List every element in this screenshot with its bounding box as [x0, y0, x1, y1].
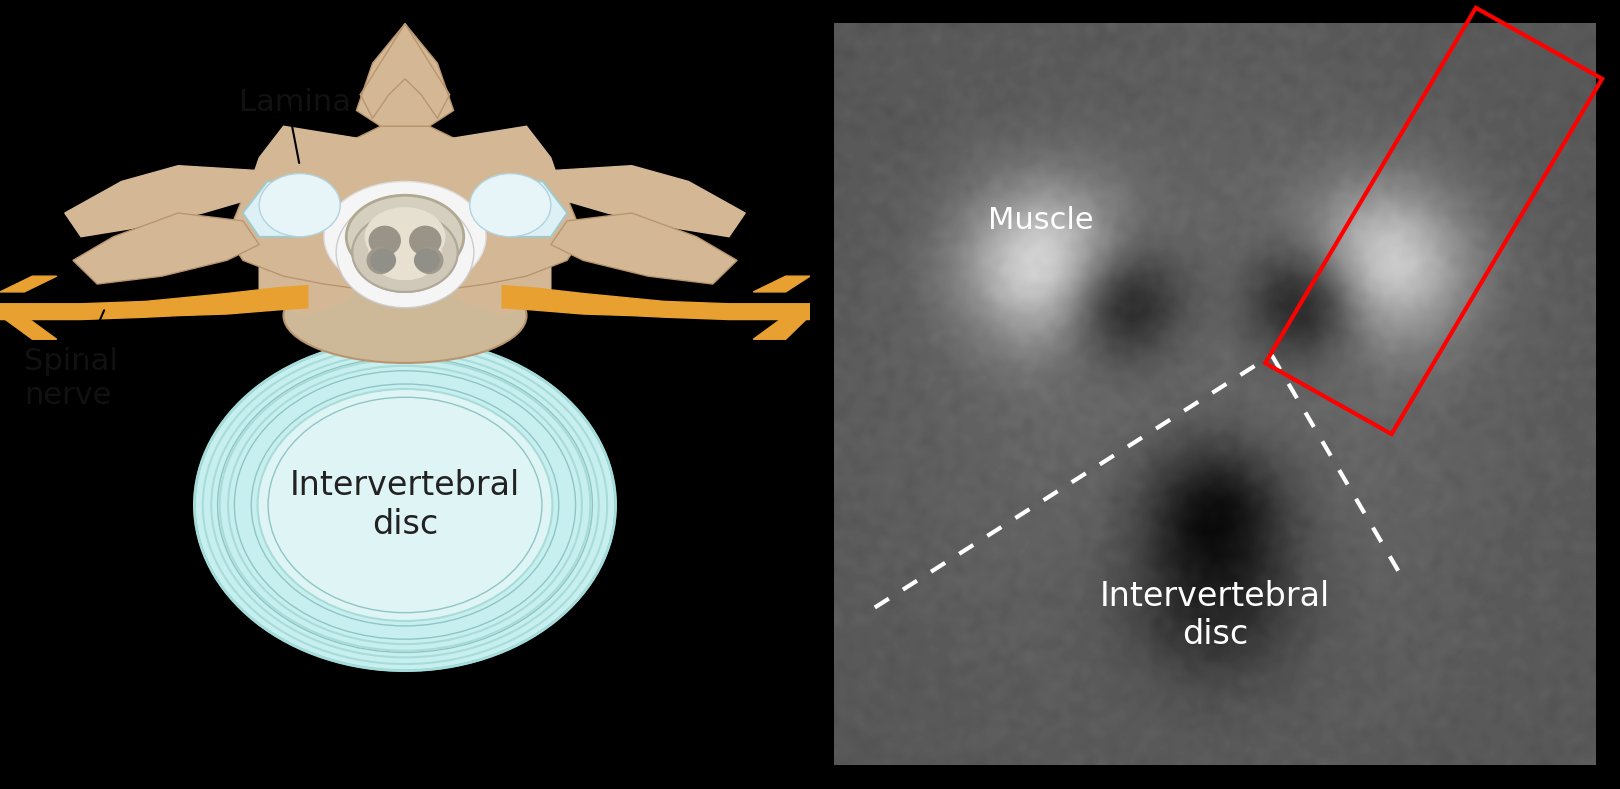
- Polygon shape: [429, 221, 551, 316]
- Polygon shape: [243, 126, 381, 237]
- Ellipse shape: [369, 225, 441, 280]
- Text: Lamina: Lamina: [240, 88, 352, 117]
- Ellipse shape: [369, 226, 402, 256]
- Ellipse shape: [366, 246, 395, 275]
- Polygon shape: [243, 181, 324, 237]
- Polygon shape: [259, 221, 381, 316]
- Polygon shape: [65, 166, 308, 237]
- Ellipse shape: [347, 196, 463, 279]
- Ellipse shape: [415, 249, 439, 272]
- Polygon shape: [551, 213, 737, 284]
- Ellipse shape: [194, 339, 616, 671]
- Ellipse shape: [415, 246, 444, 275]
- Polygon shape: [356, 24, 454, 126]
- Polygon shape: [73, 213, 259, 284]
- Ellipse shape: [353, 213, 457, 292]
- Text: Spinal
nerve: Spinal nerve: [24, 347, 118, 410]
- Polygon shape: [502, 286, 810, 320]
- Polygon shape: [753, 316, 810, 339]
- Polygon shape: [753, 276, 810, 292]
- Ellipse shape: [369, 249, 395, 272]
- Text: Muscle: Muscle: [988, 207, 1094, 235]
- Polygon shape: [429, 126, 567, 237]
- Text: Intervertebral
disc: Intervertebral disc: [1100, 580, 1330, 651]
- Text: Intervertebral
disc: Intervertebral disc: [290, 469, 520, 540]
- Polygon shape: [0, 316, 57, 339]
- Ellipse shape: [369, 225, 441, 280]
- Ellipse shape: [284, 268, 526, 363]
- Polygon shape: [360, 24, 450, 118]
- Ellipse shape: [324, 181, 486, 292]
- Polygon shape: [0, 286, 308, 320]
- Polygon shape: [227, 126, 583, 292]
- Bar: [1265, 8, 1602, 434]
- Ellipse shape: [408, 226, 441, 256]
- Polygon shape: [486, 181, 567, 237]
- Ellipse shape: [259, 174, 340, 237]
- Ellipse shape: [292, 213, 518, 355]
- Ellipse shape: [353, 213, 457, 292]
- Ellipse shape: [337, 197, 473, 308]
- Ellipse shape: [258, 389, 552, 621]
- Ellipse shape: [364, 208, 446, 267]
- Polygon shape: [502, 166, 745, 237]
- Ellipse shape: [470, 174, 551, 237]
- Polygon shape: [0, 276, 57, 292]
